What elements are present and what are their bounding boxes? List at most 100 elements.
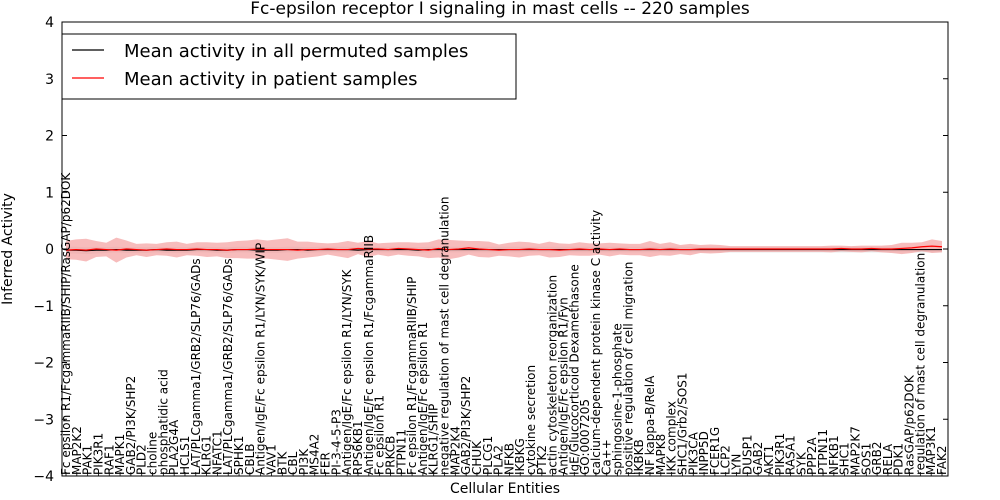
x-tick-label: Fc epsilon R1 — [373, 395, 387, 475]
x-tick-label: PRKCB — [383, 436, 397, 475]
x-tick-label: RPS6KB1 — [351, 420, 365, 475]
y-tick-label: −3 — [33, 412, 54, 428]
x-tick-label: KLRG1 — [200, 435, 214, 475]
x-tick-label: Antigen/IgE/Fc epsilon R1/Fyn — [556, 297, 570, 475]
x-tick-label: LAT/PLCgamma1/GRB2/SLP76/GADs — [221, 258, 235, 475]
series-line-patient — [65, 245, 943, 251]
x-tick-label: PI3K — [297, 448, 311, 475]
x-tick-label: LYN — [730, 454, 744, 475]
x-tick-label: KLRG1/SHIP — [427, 404, 441, 475]
x-tick-label: IKK complex — [665, 401, 679, 475]
x-tick-label: RasGAP/p62DOK — [903, 374, 917, 475]
x-tick-label: FAK2 — [935, 445, 949, 475]
x-tick-label: Fc epsilon R1/FcgammaRIIB/SHIP — [405, 277, 419, 475]
y-axis: −4 −3 −2 −1 0 1 2 3 4 — [33, 15, 948, 485]
x-tick-label: RASA1 — [784, 435, 798, 475]
y-tick-label: 2 — [45, 129, 54, 145]
x-tick-label: RAF1 — [102, 444, 116, 475]
x-tick-label: Antigen/IgE/Fc epsilon R1/FcgammaRIIB — [362, 235, 376, 475]
x-tick-label: SOS1 — [859, 443, 873, 475]
y-tick-label: 0 — [45, 242, 54, 258]
x-tick-label: PTPN11 — [394, 429, 408, 475]
x-tick-label: LCP2 — [719, 445, 733, 475]
x-tick-label: GO:0007205 — [578, 399, 592, 475]
y-tick-label: −4 — [33, 469, 54, 485]
x-tick-label: MAP2K4 — [448, 426, 462, 475]
x-tick-label: NF kappa-B/RelA — [643, 375, 657, 475]
x-axis: Fc epsilon R1/FcgammaRIIB/SHIP/RasGAP/p6… — [59, 172, 949, 476]
x-tick-label: SPHK1 — [232, 436, 246, 475]
x-tick-label: Ca++ — [600, 439, 614, 475]
x-tick-label: MAPK1 — [113, 434, 127, 475]
x-tick-label: negative regulation of mast cell degranu… — [438, 196, 452, 475]
x-tick-label: PLA2 — [492, 445, 506, 475]
x-tick-label: PLD2 — [135, 444, 149, 475]
legend-label-permuted: Mean activity in all permuted samples — [124, 41, 468, 62]
x-tick-label: RELA — [881, 443, 895, 475]
x-tick-label: MAP2K7 — [848, 426, 862, 475]
x-tick-label: IKBKG — [513, 438, 527, 475]
x-tick-label: Antigen/IgE/Fc epsilon R1/LYN/SYK/WIP — [254, 243, 268, 475]
x-tick-label: MAP3K1 — [924, 426, 938, 475]
y-tick-label: −2 — [33, 356, 54, 372]
x-tick-label: cytokine secretion — [524, 365, 538, 475]
y-tick-label: −1 — [33, 299, 54, 315]
x-tick-label: choline — [146, 432, 160, 475]
legend-box — [61, 33, 517, 100]
y-tick-label: 4 — [45, 15, 54, 31]
x-tick-label: PAK1 — [81, 445, 95, 475]
x-tick-label: CBLB — [243, 443, 257, 475]
x-tick-label: positive regulation of cell migration — [621, 262, 635, 475]
x-tick-label: PIK3CA — [686, 431, 700, 475]
x-tick-label: VAV1 — [264, 444, 278, 475]
x-tick-label: FCER1G — [708, 427, 722, 475]
x-tick-label: PLA2G4A — [167, 419, 181, 475]
x-tick-label: MS4A2 — [308, 434, 322, 475]
x-tick-label: calcium-dependent protein kinase C activ… — [589, 210, 603, 475]
x-tick-label: SHC1/Grb2/SOS1 — [675, 372, 689, 475]
x-tick-label: IgE/Glucocorticoid Dexamethasone — [567, 264, 581, 475]
x-tick-label: PPP2A — [805, 437, 819, 475]
x-tick-label: SYK — [794, 451, 808, 475]
x-tick-label: PIK3R1 — [773, 433, 787, 475]
x-tick-label: HCLS1 — [178, 436, 192, 475]
x-tick-label: PTPN11 — [816, 429, 830, 475]
x-tick-label: MAP2K2 — [70, 426, 84, 475]
x-tick-label: GAB2/PI3K/SHP2 — [124, 376, 138, 475]
series-lines — [65, 245, 943, 252]
y-tick-label: 3 — [45, 72, 54, 88]
x-tick-label: LAT/PLCgamma1/GRB2/SLP76/GADs — [189, 258, 203, 475]
x-tick-label: INPP5D — [697, 431, 711, 475]
x-tick-label: PIK3R1 — [91, 433, 105, 475]
x-tick-label: NFKB — [502, 443, 516, 475]
x-tick-label: SHC1 — [838, 442, 852, 475]
legend: Mean activity in all permuted samples Me… — [61, 33, 517, 100]
x-tick-label: sphingosine-1-phosphate — [611, 323, 625, 475]
x-tick-label: FER — [319, 452, 333, 475]
x-tick-label: BTK — [275, 450, 289, 475]
x-tick-label: NFATC1 — [210, 430, 224, 475]
x-tick-label: MAPK8 — [654, 434, 668, 475]
x-tick-label: DUSP1 — [740, 434, 754, 475]
y-tick-label: 1 — [45, 185, 54, 201]
x-tick-label: PLCG1 — [481, 436, 495, 475]
legend-label-patient: Mean activity in patient samples — [124, 69, 418, 90]
x-tick-label: GAB2/PI3K/SHP2 — [459, 376, 473, 475]
x-tick-label: actin cytoskeleton reorganization — [546, 275, 560, 475]
x-tick-label: PTK2 — [535, 445, 549, 475]
x-tick-label: regulation of mast cell degranulation — [913, 253, 927, 475]
x-tick-label: Antigen/IgE/Fc epsilon R1 — [416, 322, 430, 475]
x-tick-label: PI-3-4-5-P3 — [329, 409, 343, 475]
x-tick-label: phosphatidic acid — [156, 369, 170, 475]
chart-title: Fc-epsilon receptor I signaling in mast … — [250, 0, 750, 19]
x-tick-label: AKT1 — [762, 445, 776, 475]
x-tick-label: GAB2 — [751, 442, 765, 475]
x-tick-label: NFKB1 — [827, 435, 841, 475]
x-tick-label: CBL — [286, 451, 300, 475]
x-tick-label: CHUK — [470, 440, 484, 475]
x-tick-label: Antigen/IgE/Fc epsilon R1/LYN/SYK — [340, 268, 354, 475]
x-tick-label: IKBKB — [632, 439, 646, 475]
x-tick-label: Fc epsilon R1/FcgammaRIIB/SHIP/RasGAP/p6… — [59, 172, 73, 475]
x-tick-label: GRB2 — [870, 441, 884, 475]
